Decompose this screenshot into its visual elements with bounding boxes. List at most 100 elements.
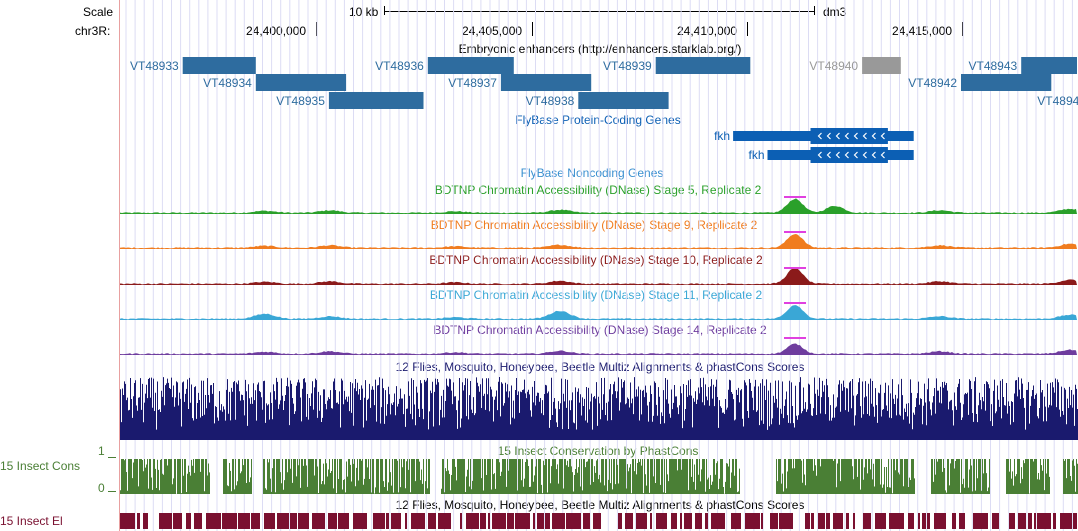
conserved-element [711, 513, 725, 529]
position-tick [962, 22, 963, 36]
conserved-element [918, 513, 920, 529]
enhancer-feature [862, 57, 901, 74]
conserved-element [705, 513, 708, 529]
insect-el-side-label[interactable]: 15 Insect El [0, 514, 63, 528]
conserved-element [480, 513, 486, 529]
conserved-element [875, 513, 886, 529]
conserved-element [137, 513, 140, 529]
conserved-element [927, 513, 930, 529]
conserved-element [411, 513, 425, 529]
conserved-element [373, 513, 385, 529]
conserved-element [593, 513, 601, 529]
insect-el-track [120, 513, 1077, 529]
dnase-stage14-track-title[interactable]: BDTNP Chromatin Accessibility (DNase) St… [433, 323, 767, 337]
insect-cons-ymin: 0 [98, 481, 105, 495]
gene-label: fkh [714, 129, 730, 143]
conserved-element [952, 513, 956, 529]
strand-arrow [862, 151, 867, 159]
conserved-element [328, 513, 337, 529]
conserved-element [264, 513, 275, 529]
conserved-element [656, 513, 667, 529]
dnase-signal [120, 198, 1077, 214]
conserved-element [805, 513, 810, 529]
conserved-element [1018, 513, 1026, 529]
scale-value: 10 kb [349, 5, 379, 19]
conserved-element [537, 513, 544, 529]
conserved-element [1073, 513, 1077, 529]
conserved-element [251, 513, 260, 529]
conserved-element [277, 513, 289, 529]
conserved-element [908, 513, 914, 529]
conserved-element [863, 513, 871, 529]
dnase-stage9-track-title[interactable]: BDTNP Chromatin Accessibility (DNase) St… [430, 218, 758, 232]
conserved-element [695, 513, 702, 529]
strand-arrow [835, 132, 840, 140]
conserved-element [460, 513, 462, 529]
conserved-element [405, 513, 407, 529]
enhancer-label: VT48944 [1037, 94, 1078, 108]
conserved-element [745, 513, 760, 529]
conserved-element [826, 513, 830, 529]
enhancer-label: VT48936 [375, 59, 424, 73]
chrom-label: chr3R: [75, 24, 111, 38]
dnase-signal [120, 268, 1077, 285]
conserved-element [973, 513, 988, 529]
conserved-element [761, 513, 763, 529]
position-tick [532, 22, 533, 36]
insect-cons-side-label[interactable]: 15 Insect Cons [0, 459, 81, 473]
enhancer-feature [578, 92, 669, 109]
dnase-clip-marker [784, 337, 806, 339]
enhancer-feature [961, 74, 1052, 91]
flybase-coding-track-title[interactable]: FlyBase Protein-Coding Genes [515, 113, 681, 127]
insect-el-track-title[interactable]: 12 Flies, Mosquito, Honeybee, Beetle Mul… [395, 498, 805, 512]
dnase-signal [120, 305, 1077, 320]
enhancer-track: VT48933 VT48934 VT48935 VT48936 VT48937 VT489… [130, 57, 1078, 109]
enhancer-label: VT48938 [526, 94, 575, 108]
conserved-element [583, 513, 590, 529]
strand-arrow [826, 151, 831, 159]
dnase-stage10-track-title[interactable]: BDTNP Chromatin Accessibility (DNase) St… [429, 253, 763, 267]
left-margin-divider [119, 0, 120, 531]
dnase-clip-marker [784, 196, 806, 198]
position-label: 24,405,000 [462, 24, 523, 38]
enhancer-feature [255, 74, 347, 91]
conserved-element [1034, 513, 1036, 529]
insect-cons-ymax-tick [108, 457, 116, 458]
gene-track: fkh fkh [714, 128, 914, 163]
strand-arrow [844, 132, 849, 140]
enhancers-track-title[interactable]: Embryonic enhancers (http://enhancers.st… [458, 42, 742, 56]
dnase-clip-marker [784, 302, 806, 304]
conserved-element [552, 513, 565, 529]
dnase-tracks [120, 196, 1077, 355]
strand-arrow [871, 132, 876, 140]
conserved-element [684, 513, 692, 529]
conserved-element [545, 513, 550, 529]
dnase-stage5-track-title[interactable]: BDTNP Chromatin Accessibility (DNase) St… [434, 183, 762, 197]
enhancer-label: VT48937 [448, 76, 497, 90]
conserved-element [889, 513, 904, 529]
insect-cons-ymax: 1 [98, 444, 105, 458]
scale-bar-right-tick [814, 6, 815, 15]
conserved-element [391, 513, 401, 529]
enhancer-feature [328, 92, 424, 109]
scale-label: Scale [83, 5, 114, 19]
scale-bar-left-tick [384, 6, 385, 15]
conserved-element [650, 513, 652, 529]
conserved-element [846, 513, 849, 529]
dnase-stage11-track-title[interactable]: BDTNP Chromatin Accessibility (DNase) St… [429, 288, 763, 302]
enhancer-label: VT48939 [603, 59, 652, 73]
conserved-element [173, 513, 182, 529]
multiz-track-title[interactable]: 12 Flies, Mosquito, Honeybee, Beetle Mul… [395, 360, 805, 374]
strand-arrow [871, 151, 876, 159]
insect-cons-track-title[interactable]: 15 Insect Conservation by PhastCons [497, 444, 699, 458]
conserved-element [1053, 513, 1056, 529]
position-tick [747, 22, 748, 36]
strand-arrow [880, 132, 885, 140]
flybase-noncoding-track-title[interactable]: FlyBase Noncoding Genes [520, 166, 664, 180]
enhancer-feature [655, 57, 751, 74]
strand-arrow [844, 151, 849, 159]
enhancer-label: VT48933 [130, 59, 179, 73]
conserved-element [159, 513, 172, 529]
